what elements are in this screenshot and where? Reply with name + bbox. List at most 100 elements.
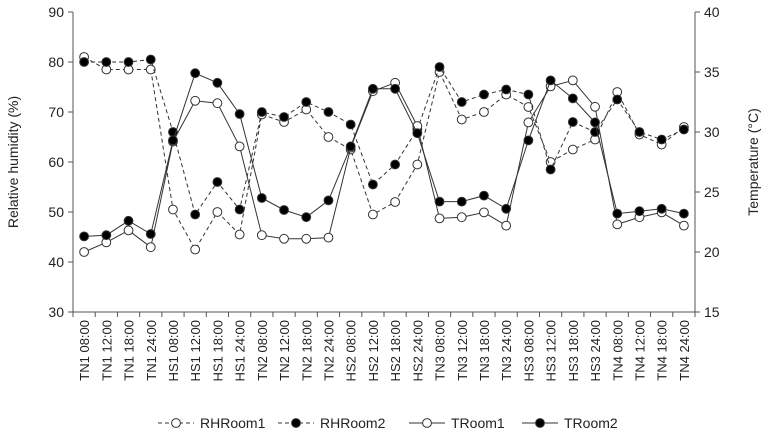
data-point <box>678 124 689 135</box>
data-point <box>567 75 578 86</box>
y-tick-label: 70 <box>48 104 64 120</box>
x-tick-label: HS1 24:00 <box>233 320 248 381</box>
data-point <box>612 208 623 219</box>
data-point <box>590 101 600 112</box>
y2-axis-label: Temperature (°C) <box>745 108 761 216</box>
series-line <box>83 56 685 251</box>
legend-label: RHRoom2 <box>320 415 386 431</box>
x-tick-label: HS3 18:00 <box>566 320 581 381</box>
data-point <box>256 107 267 117</box>
x-tick-label: TN2 12:00 <box>277 320 292 381</box>
data-point <box>212 98 223 109</box>
legend-item: RHRoom1 <box>158 415 266 431</box>
data-point <box>367 179 378 190</box>
data-point <box>190 244 201 255</box>
data-point <box>656 134 667 145</box>
legend-item: TRoom1 <box>409 415 505 431</box>
legend-marker <box>535 418 545 428</box>
y2-tick-label: 30 <box>704 124 720 140</box>
data-point <box>612 94 623 105</box>
data-point <box>456 212 467 223</box>
data-point <box>390 159 401 170</box>
data-point <box>190 95 201 106</box>
data-point <box>523 102 534 112</box>
x-tick-label: TN2 08:00 <box>255 320 270 381</box>
x-tick-label: HS1 08:00 <box>166 320 181 381</box>
data-point <box>479 190 489 201</box>
x-tick-label: HS3 24:00 <box>588 320 603 381</box>
x-tick-label: HS1 12:00 <box>188 320 203 381</box>
legend-label: TRoom1 <box>451 415 505 431</box>
data-point <box>145 64 156 75</box>
data-point <box>301 97 312 107</box>
series-line <box>83 79 685 253</box>
data-point <box>434 213 445 224</box>
left-axis: 30 40 50 60 70 80 90 <box>48 4 73 320</box>
series-TRoom1 <box>79 75 689 257</box>
data-point <box>234 229 245 240</box>
data-point <box>367 209 378 220</box>
data-point <box>323 195 334 206</box>
x-tick-label: TN4 24:00 <box>677 320 692 381</box>
data-point <box>501 220 512 231</box>
y-tick-label: 40 <box>48 254 64 270</box>
right-axis: 15 20 25 30 35 40 <box>695 4 720 320</box>
y-tick-label: 30 <box>48 304 64 320</box>
x-tick-label: TN2 24:00 <box>321 320 336 381</box>
data-point <box>212 177 223 187</box>
data-point <box>79 231 90 242</box>
x-tick-label: TN3 08:00 <box>433 320 448 381</box>
x-tick-label: HS3 08:00 <box>521 320 536 381</box>
data-point <box>145 54 156 65</box>
data-point <box>367 83 378 94</box>
data-point <box>190 68 201 79</box>
data-point <box>412 159 423 170</box>
data-point <box>101 230 112 241</box>
x-tick-label: TN4 18:00 <box>655 320 670 381</box>
data-point <box>479 107 489 117</box>
data-point <box>301 233 312 244</box>
y-tick-label: 80 <box>48 54 64 70</box>
data-point <box>123 57 134 67</box>
data-point <box>168 204 178 215</box>
y-tick-label: 90 <box>48 4 64 20</box>
data-point <box>123 225 134 236</box>
series-layer <box>79 52 689 257</box>
data-point <box>234 204 245 215</box>
series-line <box>84 72 685 237</box>
legend-marker <box>291 418 301 428</box>
legend: RHRoom1 RHRoom2 TRoom1 TRoom2 <box>158 415 618 431</box>
data-point <box>279 112 289 122</box>
x-tick-label: HS2 24:00 <box>410 320 425 381</box>
x-tick-label: TN4 08:00 <box>610 320 625 381</box>
legend-marker <box>422 418 432 428</box>
x-tick-label: HS3 12:00 <box>544 320 559 381</box>
x-tick-label: TN4 12:00 <box>632 320 647 381</box>
data-point <box>256 230 267 241</box>
data-point <box>567 117 578 127</box>
y-tick-label: 60 <box>48 154 64 170</box>
data-point <box>256 193 267 203</box>
data-point <box>234 109 245 119</box>
x-tick-label: TN3 12:00 <box>455 320 470 381</box>
data-point <box>412 128 423 139</box>
data-point <box>390 83 401 94</box>
data-point <box>456 114 467 125</box>
data-point <box>434 62 445 72</box>
y-axis-label: Relative humidity (%) <box>5 96 21 228</box>
data-point <box>323 232 334 243</box>
data-point <box>479 207 489 218</box>
x-tick-label: HS1 18:00 <box>210 320 225 381</box>
data-point <box>634 206 645 217</box>
data-point <box>145 229 156 239</box>
data-point <box>612 219 623 230</box>
data-point <box>479 89 489 100</box>
data-point <box>212 77 223 88</box>
plot-frame <box>72 12 696 313</box>
data-point <box>323 107 334 117</box>
data-point <box>634 127 645 137</box>
data-point <box>145 242 156 253</box>
data-point <box>678 220 689 231</box>
data-point <box>545 164 556 175</box>
data-point <box>523 135 534 146</box>
